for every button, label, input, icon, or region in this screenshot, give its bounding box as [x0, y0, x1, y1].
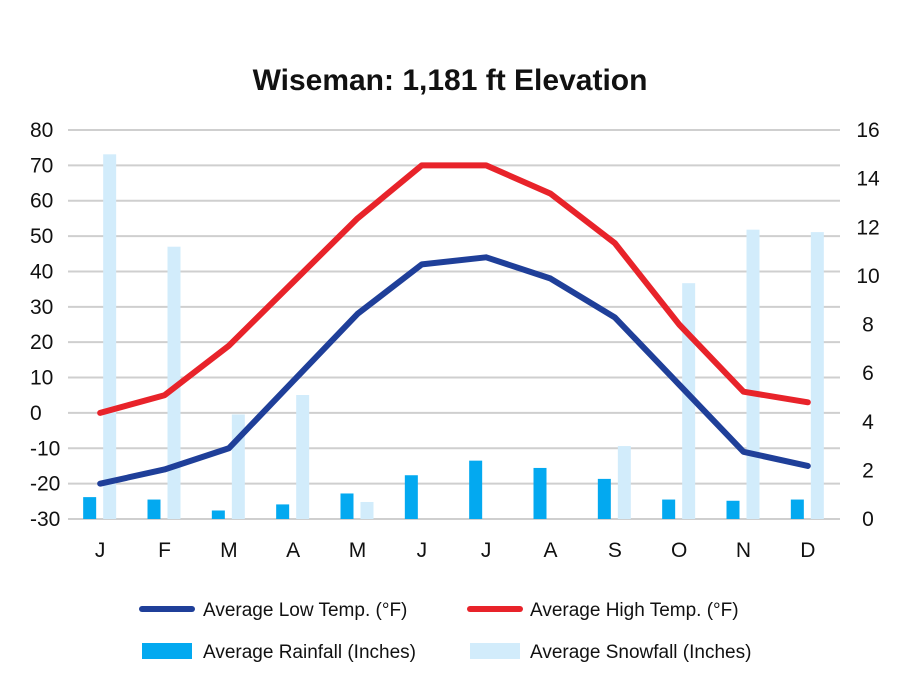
- left-tick-label: 10: [30, 367, 53, 390]
- low-temp-line: [97, 254, 811, 487]
- right-tick-label: 14: [856, 168, 880, 191]
- left-y-axis: 80 70 60 50 40 30 20 10 0 -10 -20 -30: [30, 119, 60, 531]
- rainfall-bar: [211, 510, 225, 519]
- rainfall-bars: [83, 460, 804, 519]
- legend: Average Low Temp. (°F) Average High Temp…: [139, 600, 751, 663]
- legend-swatch-snowfall: [470, 643, 520, 659]
- rainfall-bar: [597, 478, 611, 519]
- snowfall-bar: [167, 246, 181, 519]
- legend-label-low-temp: Average Low Temp. (°F): [203, 600, 407, 621]
- snowfall-bar: [296, 395, 310, 519]
- left-tick-label: 30: [30, 296, 53, 319]
- left-tick-label: 40: [30, 260, 53, 283]
- snowfall-bar: [746, 229, 760, 519]
- rainfall-bar: [726, 500, 740, 519]
- x-tick-label: D: [800, 539, 815, 562]
- snowfall-bars: [103, 154, 824, 520]
- rainfall-bar: [340, 493, 354, 519]
- x-tick-label: N: [736, 539, 751, 562]
- x-tick-label: M: [349, 539, 367, 562]
- high-temp-line: [97, 162, 811, 416]
- left-tick-label: -30: [30, 508, 60, 531]
- legend-label-rainfall: Average Rainfall (Inches): [203, 642, 416, 663]
- left-tick-label: 80: [30, 119, 53, 142]
- x-tick-label: M: [220, 539, 238, 562]
- right-tick-label: 16: [856, 119, 879, 142]
- x-tick-label: A: [286, 539, 300, 562]
- right-tick-label: 2: [862, 459, 874, 482]
- temperature-lines: [97, 162, 811, 487]
- rainfall-bar: [662, 499, 676, 519]
- right-tick-label: 4: [862, 411, 874, 434]
- left-tick-label: 70: [30, 154, 53, 177]
- x-tick-label: F: [158, 539, 171, 562]
- gridlines: [68, 129, 840, 520]
- x-tick-label: J: [481, 539, 492, 562]
- x-tick-label: J: [417, 539, 428, 562]
- rainfall-bar: [83, 497, 97, 519]
- snowfall-bar: [103, 154, 117, 519]
- left-tick-label: -10: [30, 437, 60, 460]
- right-tick-label: 6: [862, 362, 874, 385]
- legend-label-high-temp: Average High Temp. (°F): [530, 600, 739, 621]
- legend-label-snowfall: Average Snowfall (Inches): [530, 642, 751, 663]
- left-tick-label: 20: [30, 331, 53, 354]
- rainfall-bar: [790, 499, 804, 519]
- rainfall-bar: [533, 467, 547, 519]
- x-tick-label: S: [608, 539, 622, 562]
- rainfall-bar: [404, 475, 418, 519]
- right-tick-label: 12: [856, 216, 879, 239]
- left-tick-label: 0: [30, 402, 42, 425]
- x-tick-label: J: [95, 539, 106, 562]
- left-tick-label: -20: [30, 473, 60, 496]
- right-tick-label: 10: [856, 265, 879, 288]
- legend-swatch-rainfall: [142, 643, 192, 659]
- x-tick-label: A: [543, 539, 557, 562]
- right-y-axis: 16 14 12 10 8 6 4 2 0: [856, 119, 880, 531]
- snowfall-bar: [617, 446, 631, 519]
- rainfall-bar: [276, 504, 290, 519]
- snowfall-bar: [360, 501, 374, 519]
- rainfall-bar: [469, 460, 483, 519]
- rainfall-bar: [147, 499, 161, 519]
- left-tick-label: 60: [30, 190, 53, 213]
- right-tick-label: 8: [862, 314, 874, 337]
- left-tick-label: 50: [30, 225, 53, 248]
- right-tick-label: 0: [862, 508, 874, 531]
- x-tick-label: O: [671, 539, 687, 562]
- chart-title: Wiseman: 1,181 ft Elevation: [253, 64, 648, 97]
- snowfall-bar: [810, 232, 824, 520]
